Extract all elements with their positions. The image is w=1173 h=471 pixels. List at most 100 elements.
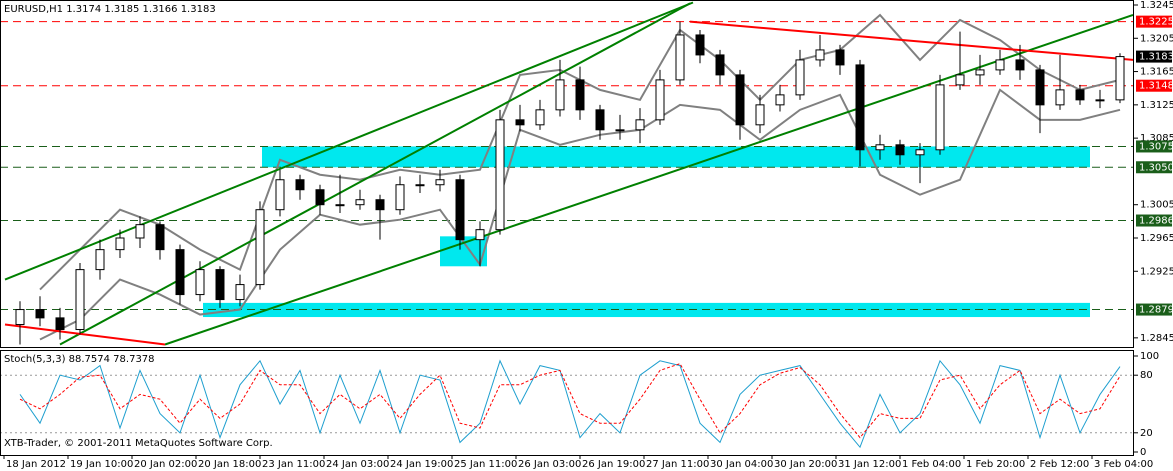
candle-body — [355, 199, 365, 206]
level-label: 1.2986 — [1139, 216, 1173, 227]
candle-body — [135, 224, 145, 239]
x-tick-label: 30 Jan 20:00 — [774, 459, 837, 470]
x-tick-label: 2 Feb 12:00 — [1030, 459, 1089, 470]
trend-line — [4, 323, 166, 346]
candle-body — [335, 204, 345, 207]
x-tick-label: 26 Jan 03:00 — [518, 459, 581, 470]
level-label: 1.3225 — [1139, 17, 1173, 28]
candle-body — [935, 84, 945, 151]
candle-body — [35, 309, 45, 319]
y-tick-label: 1.3005 — [1140, 200, 1173, 211]
candle-body — [75, 269, 85, 331]
x-tick-label: 18 Jan 2012 — [6, 459, 66, 470]
candle-body — [475, 229, 485, 241]
x-tick-label: 24 Jan 03:00 — [326, 459, 389, 470]
candle-body — [775, 94, 785, 106]
candle-body — [1075, 89, 1085, 101]
x-tick-label: 20 Jan 18:00 — [198, 459, 261, 470]
x-tick-label: 1 Feb 20:00 — [966, 459, 1025, 470]
candle-body — [315, 189, 325, 206]
candle-body — [735, 74, 745, 126]
x-tick-label: 3 Feb 04:00 — [1094, 459, 1153, 470]
candle-body — [895, 144, 905, 156]
axes: 1.3245 1.3205 1.3165 1.3125 1.3085 1.3005 1.29… — [3, 0, 1173, 470]
candle-body — [695, 34, 705, 56]
x-tick-label: 24 Jan 19:00 — [390, 459, 453, 470]
candle-body — [235, 284, 245, 301]
main-frame — [0, 0, 1134, 348]
level-label-box — [1136, 303, 1172, 316]
candle-body — [395, 184, 405, 211]
candle-body — [655, 79, 665, 121]
candle-body — [1055, 89, 1065, 106]
level-label-box — [1136, 140, 1172, 153]
level-label-box — [1136, 214, 1172, 227]
x-tick-label: 30 Jan 04:00 — [710, 459, 773, 470]
candle-body — [175, 249, 185, 296]
candle-body — [755, 104, 765, 126]
y-tick-label: 20 — [1140, 428, 1153, 439]
bollinger-lower — [39, 88, 1121, 341]
candle-body — [455, 179, 465, 241]
candle-body — [615, 129, 625, 132]
x-tick-label: 26 Jan 19:00 — [582, 459, 645, 470]
x-tick-label: 1 Feb 04:00 — [902, 459, 961, 470]
x-tick-label: 23 Jan 11:00 — [262, 459, 325, 470]
x-tick-label: 25 Jan 11:00 — [454, 459, 517, 470]
candle-body — [815, 49, 825, 61]
x-tick-label: 31 Jan 12:00 — [838, 459, 901, 470]
zone — [262, 146, 1090, 168]
candle-body — [1015, 59, 1025, 71]
level-label: 1.2879 — [1139, 305, 1173, 316]
level-label-box — [1136, 161, 1172, 174]
candle-body — [375, 199, 385, 211]
candle-body — [535, 109, 545, 126]
candle-body — [275, 179, 285, 211]
candle-body — [875, 144, 885, 151]
candle-body — [1095, 99, 1105, 102]
candle-body — [955, 74, 965, 86]
candle-body — [595, 109, 605, 131]
candle-body — [675, 34, 685, 81]
y-tick-label: 1.2845 — [1140, 333, 1173, 344]
candle-body — [575, 79, 585, 111]
candle-body — [15, 309, 25, 326]
x-tick-label: 20 Jan 02:00 — [134, 459, 197, 470]
trend-line — [689, 20, 1134, 61]
stoch-line — [19, 363, 1121, 439]
level-label-box — [1136, 15, 1172, 28]
level-label: 1.3075 — [1139, 141, 1173, 152]
candle-body — [255, 209, 265, 286]
x-tick-label: 19 Jan 10:00 — [70, 459, 133, 470]
stoch-frame — [0, 350, 1134, 456]
trend-line — [164, 14, 1134, 346]
y-tick-label: 1.3165 — [1140, 67, 1173, 78]
candle-body — [1035, 69, 1045, 106]
x-tick-label: 27 Jan 11:00 — [646, 459, 709, 470]
candle-body — [975, 69, 985, 76]
level-label: 1.3050 — [1139, 162, 1173, 173]
price-label-box — [1136, 50, 1172, 63]
chart-title: EURUSD,H1 1.3174 1.3185 1.3166 1.3183 — [4, 4, 216, 15]
candle-body — [215, 269, 225, 301]
price-label: 1.3183 — [1139, 52, 1173, 63]
y-tick-label: 1.2925 — [1140, 266, 1173, 277]
y-tick-label: 1.3125 — [1140, 100, 1173, 111]
y-tick-label: 1.3245 — [1140, 0, 1173, 11]
stoch-line — [19, 359, 1121, 449]
candle-body — [835, 49, 845, 66]
candle-body — [295, 179, 305, 191]
candle-body — [195, 269, 205, 296]
watermark: XTB-Trader, © 2001-2011 MetaQuotes Softw… — [4, 438, 273, 449]
trend-line — [59, 2, 691, 346]
y-tick-label: 100 — [1140, 351, 1159, 362]
y-tick-label: 1.3085 — [1140, 133, 1173, 144]
candle-body — [1115, 56, 1125, 101]
candle-body — [415, 184, 425, 187]
candle-body — [435, 179, 445, 186]
candle-body — [95, 249, 105, 271]
main-plot — [0, 1, 1134, 346]
